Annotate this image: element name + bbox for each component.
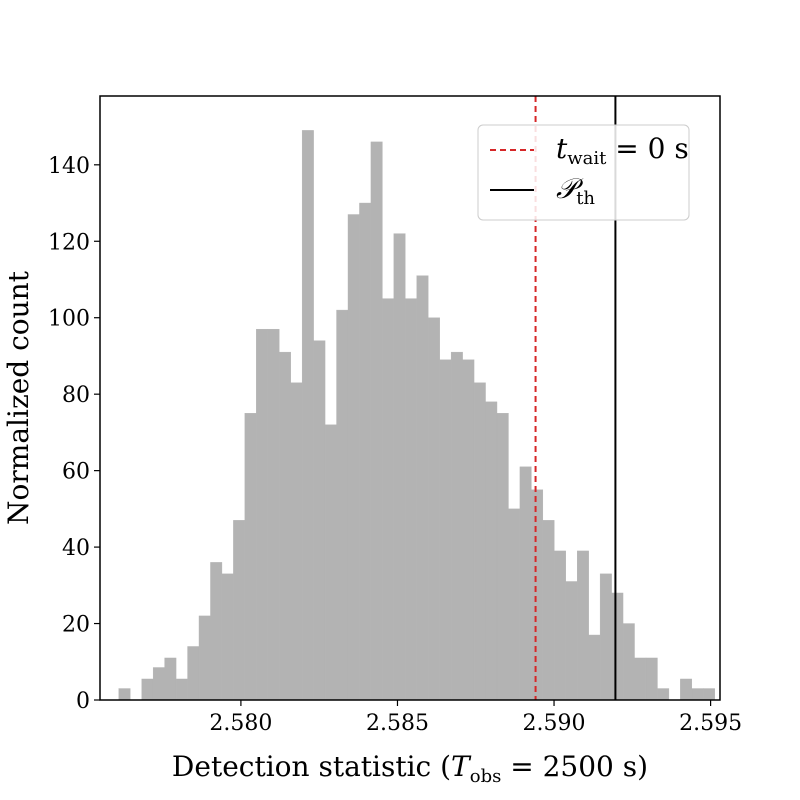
histogram-bar: [565, 581, 578, 701]
y-tick-label: 100: [48, 307, 90, 332]
histogram-bar: [279, 351, 291, 701]
histogram-bars: [118, 130, 715, 701]
histogram-bar: [577, 550, 589, 701]
y-tick-label: 20: [62, 613, 90, 638]
histogram-bar: [496, 413, 509, 701]
y-axis-label: Normalized count: [2, 270, 35, 525]
histogram-bar: [473, 382, 486, 701]
y-tick-label: 60: [62, 460, 90, 485]
histogram-bar: [611, 592, 624, 701]
histogram-bar: [118, 688, 131, 701]
y-tick-label: 0: [76, 689, 90, 714]
histogram-bar: [691, 688, 704, 701]
histogram-bar: [542, 520, 555, 701]
y-tick-label: 120: [48, 230, 90, 255]
y-tick-label: 40: [62, 536, 90, 561]
histogram-bar: [657, 688, 670, 701]
histogram-bar: [221, 573, 234, 701]
x-tick-label: 2.590: [523, 711, 586, 736]
y-tick-label: 140: [48, 154, 90, 179]
histogram-bar: [405, 298, 417, 701]
histogram-bar: [645, 657, 658, 701]
plot-frame: [99, 95, 721, 701]
histogram-bar: [198, 615, 211, 701]
histogram-bar: [462, 359, 475, 701]
histogram-bar: [256, 328, 268, 701]
x-axis-label: Detection statistic (Tobs = 2500 s): [172, 750, 648, 787]
histogram-bar: [703, 688, 715, 701]
histogram-bar: [485, 401, 498, 701]
histogram-bar: [622, 623, 635, 701]
legend-label-wait: twait = 0 s: [556, 132, 689, 169]
histogram-bar: [519, 466, 532, 701]
histogram-bar: [393, 233, 406, 701]
x-tick-label: 2.595: [679, 711, 742, 736]
histogram-bar: [313, 340, 326, 701]
histogram-bar: [290, 382, 303, 701]
histogram-bar: [164, 657, 177, 701]
legend-label-threshold: 𝒫th: [556, 172, 595, 209]
histogram-bar: [233, 520, 246, 701]
histogram-bar: [416, 275, 429, 701]
histogram-bar: [347, 214, 360, 701]
histogram-bar: [680, 678, 693, 701]
histogram-bar: [370, 141, 383, 701]
x-tick-label: 2.585: [366, 711, 429, 736]
legend: twait = 0 s 𝒫th: [477, 124, 690, 221]
histogram-bar: [324, 424, 337, 701]
histogram-bar: [634, 657, 647, 701]
histogram-bar: [508, 508, 521, 701]
histogram-bar: [301, 130, 314, 701]
histogram-bar: [267, 328, 280, 701]
histogram-bar: [554, 550, 566, 701]
histogram-bar: [382, 298, 395, 701]
histogram-bar: [450, 351, 463, 701]
histogram-bar: [141, 678, 154, 701]
histogram-bar: [359, 202, 372, 701]
histogram-bar: [244, 413, 257, 701]
y-tick-label: 80: [62, 383, 90, 408]
histogram-bar: [187, 646, 200, 701]
histogram-bar: [336, 309, 349, 701]
legend-box: [477, 124, 690, 221]
histogram-bar: [428, 317, 440, 701]
histogram-bar: [599, 573, 612, 701]
histogram-bar: [439, 359, 452, 701]
histogram-bar: [588, 634, 601, 701]
histogram-bar: [175, 678, 188, 701]
histogram-bar: [152, 667, 165, 701]
x-tick-label: 2.580: [209, 711, 272, 736]
y-axis-ticks: 0 20 40 60 80 100 120 140: [48, 154, 100, 714]
histogram-bar: [531, 489, 544, 701]
histogram-bar: [210, 562, 223, 701]
x-axis-ticks: 2.580 2.585 2.590 2.595: [209, 700, 742, 736]
